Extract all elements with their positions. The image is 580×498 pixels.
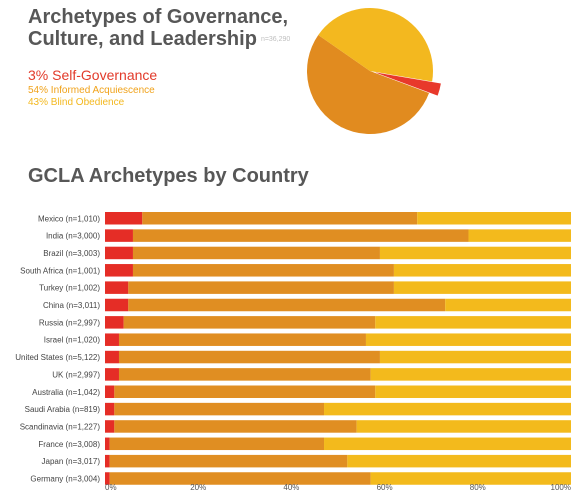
category-label: Germany (n=3,004) [30, 475, 100, 484]
bar-segment-self-governance [105, 333, 119, 346]
category-label: Australia (n=1,042) [32, 388, 100, 397]
category-label: India (n=3,000) [46, 232, 100, 241]
bar-segment-informed-acquiescence [132, 229, 469, 242]
country-chart-title: GCLA Archetypes by Country [28, 165, 309, 187]
bar-segment-self-governance [105, 454, 110, 468]
bar-segment-informed-acquiescence [142, 212, 418, 225]
bar-segment-informed-acquiescence [114, 402, 325, 416]
x-tick-label: 0% [105, 483, 117, 492]
category-label: China (n=3,011) [43, 301, 100, 310]
pie-slice-self-governance [374, 72, 441, 96]
x-tick-label: 100% [551, 483, 571, 492]
bar-segment-informed-acquiescence [128, 298, 446, 312]
bar-segment-self-governance [105, 385, 115, 398]
bar-segment-self-governance [105, 298, 129, 312]
bar-segment-self-governance [105, 420, 115, 433]
bar-segment-blind-obedience [324, 402, 571, 416]
bar-segment-informed-acquiescence [132, 246, 380, 260]
bar-segment-informed-acquiescence [114, 420, 357, 433]
category-label: UK (n=2,997) [52, 370, 100, 379]
bar-segment-blind-obedience [417, 212, 571, 225]
bar-segment-self-governance [105, 281, 129, 294]
category-label: South Africa (n=1,001) [20, 266, 100, 275]
bar-segment-self-governance [105, 350, 119, 364]
bar-segment-blind-obedience [375, 316, 571, 329]
bar-segment-self-governance [105, 316, 124, 329]
bar-segment-informed-acquiescence [109, 437, 325, 451]
bar-segment-blind-obedience [324, 437, 571, 451]
category-label: Scandinavia (n=1,227) [20, 422, 101, 431]
category-label: Brazil (n=3,003) [43, 249, 100, 258]
category-label: Mexico (n=1,010) [38, 214, 100, 223]
main-title-line2: Culture, and Leadership [28, 28, 257, 50]
pie-slice-blind-obedience [318, 7, 433, 82]
bar-segment-self-governance [105, 212, 143, 225]
bar-segment-self-governance [105, 472, 110, 485]
category-label: Japan (n=3,017) [42, 457, 101, 466]
bar-segment-blind-obedience [356, 420, 571, 433]
main-title: Archetypes of Governance, Culture, and Le… [28, 6, 290, 51]
bar-segment-blind-obedience [393, 281, 571, 294]
bar-segment-self-governance [105, 368, 119, 381]
category-label: Turkey (n=1,002) [39, 284, 100, 293]
bar-segment-blind-obedience [375, 385, 571, 398]
bar-segment-self-governance [105, 229, 133, 242]
overall-pie-chart [307, 7, 441, 134]
bar-segment-informed-acquiescence [114, 385, 376, 398]
bar-segment-blind-obedience [370, 368, 571, 381]
bar-segment-self-governance [105, 264, 133, 277]
bar-segment-informed-acquiescence [128, 281, 394, 294]
sample-size-label: n=36,290 [260, 35, 291, 43]
x-tick-label: 60% [377, 483, 393, 492]
category-label: Russia (n=2,997) [39, 318, 100, 327]
x-tick-label: 40% [283, 483, 299, 492]
bar-segment-blind-obedience [468, 229, 571, 242]
bar-segment-self-governance [105, 246, 133, 260]
bar-segment-blind-obedience [379, 246, 571, 260]
category-label: Saudi Arabia (n=819) [25, 405, 101, 414]
category-label: France (n=3,008) [38, 440, 100, 449]
bar-segment-informed-acquiescence [118, 350, 380, 364]
x-tick-label: 80% [470, 483, 486, 492]
bar-segment-informed-acquiescence [109, 454, 348, 468]
main-title-line1: Archetypes of Governance, [28, 6, 289, 28]
bar-segment-blind-obedience [393, 264, 571, 277]
bar-segment-informed-acquiescence [109, 472, 371, 485]
pie-slice-informed-acquiescence [307, 35, 430, 134]
bar-segment-blind-obedience [370, 472, 571, 485]
bar-segment-informed-acquiescence [118, 368, 371, 381]
x-tick-label: 20% [190, 483, 206, 492]
bar-segment-blind-obedience [445, 298, 571, 312]
legend-self-governance: 3% Self-Governance [28, 67, 158, 83]
category-label: United States (n=5,122) [15, 353, 100, 362]
legend-blind-obedience: 43% Blind Obedience [28, 97, 125, 108]
bar-segment-blind-obedience [379, 350, 571, 364]
bar-segment-blind-obedience [365, 333, 571, 346]
legend-informed-acquiescence: 54% Informed Acquiescence [28, 85, 155, 96]
bar-segment-informed-acquiescence [123, 316, 376, 329]
bar-segment-informed-acquiescence [132, 264, 394, 277]
bar-segment-self-governance [105, 437, 110, 451]
bar-segment-self-governance [105, 402, 115, 416]
bar-segment-informed-acquiescence [118, 333, 366, 346]
category-label: Israel (n=1,020) [44, 336, 101, 345]
bar-segment-blind-obedience [347, 454, 571, 468]
